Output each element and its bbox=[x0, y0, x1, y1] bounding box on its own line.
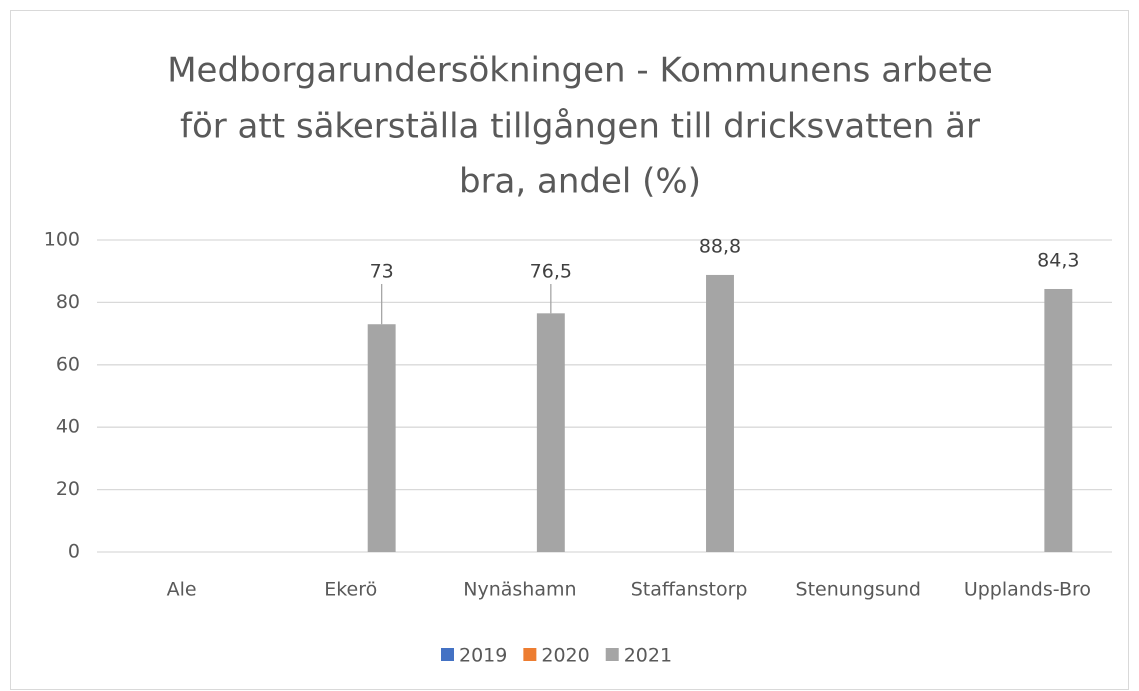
legend-swatch bbox=[441, 648, 454, 661]
data-label: 73 bbox=[370, 261, 394, 283]
x-tick-label: Stenungsund bbox=[796, 579, 921, 601]
y-tick-label: 40 bbox=[56, 416, 80, 438]
bar bbox=[706, 274, 734, 552]
legend-swatch bbox=[523, 648, 537, 661]
data-label: 84,3 bbox=[1037, 249, 1079, 271]
y-tick-label: 0 bbox=[68, 541, 80, 563]
y-tick-label: 60 bbox=[56, 353, 80, 375]
data-label: 76,5 bbox=[530, 261, 572, 283]
legend-swatch bbox=[605, 648, 619, 661]
x-tick-label: Upplands-Bro bbox=[964, 579, 1091, 601]
y-tick-label: 20 bbox=[56, 478, 80, 500]
bar bbox=[1044, 288, 1073, 552]
legend-label: 2021 bbox=[624, 645, 672, 667]
x-tick-label: Ale bbox=[167, 579, 197, 601]
bar bbox=[367, 324, 396, 552]
y-tick-label: 80 bbox=[56, 291, 80, 313]
data-label: 88,8 bbox=[699, 235, 741, 257]
x-tick-label: Ekerö bbox=[324, 579, 377, 601]
chart-title: för att säkerställa tillgången till dric… bbox=[180, 107, 980, 147]
legend-label: 2020 bbox=[541, 645, 589, 667]
chart-border bbox=[10, 10, 1129, 690]
x-tick-label: Nynäshamn bbox=[463, 579, 576, 601]
legend-label: 2019 bbox=[459, 645, 507, 667]
bar bbox=[536, 313, 565, 552]
x-tick-label: Staffanstorp bbox=[631, 579, 748, 601]
chart-title: Medborgarundersökningen - Kommunens arbe… bbox=[167, 51, 993, 91]
y-tick-label: 100 bbox=[44, 229, 80, 251]
chart-title: bra, andel (%) bbox=[459, 162, 701, 202]
